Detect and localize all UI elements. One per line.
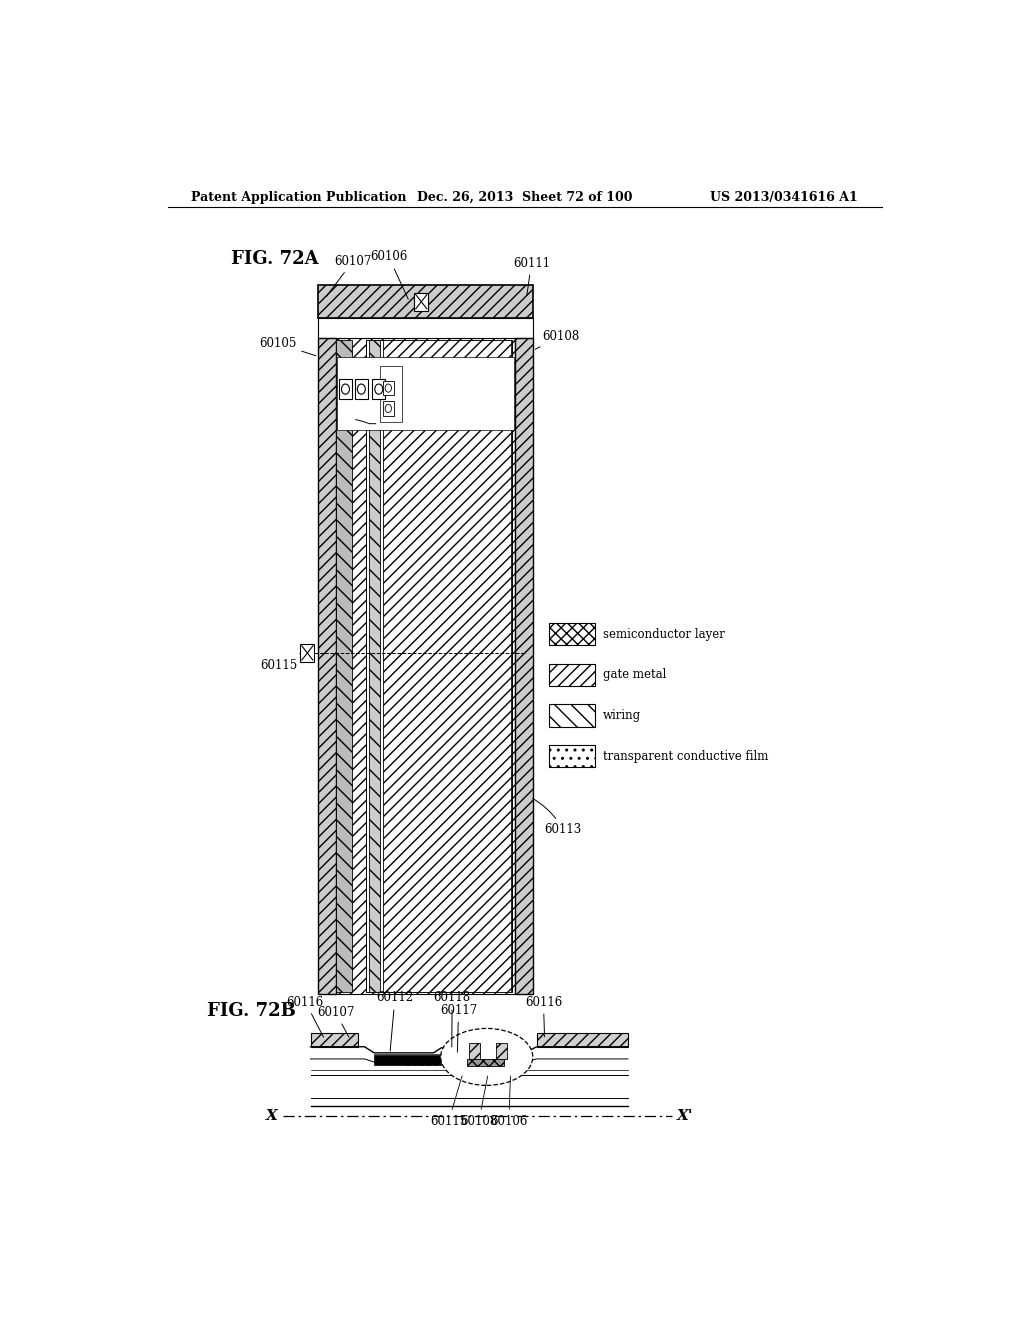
- Text: 60111: 60111: [513, 256, 550, 296]
- Bar: [355, 379, 368, 399]
- Bar: [339, 379, 352, 399]
- Text: 60116: 60116: [287, 995, 324, 1038]
- Bar: [467, 1059, 504, 1067]
- Text: 60113: 60113: [532, 799, 582, 837]
- Circle shape: [385, 404, 391, 413]
- Bar: [318, 338, 336, 994]
- Bar: [549, 744, 595, 767]
- Text: gate metal: gate metal: [602, 668, 666, 681]
- Text: 60116: 60116: [524, 995, 562, 1036]
- Text: X: X: [265, 1109, 278, 1123]
- Text: FIG. 72B: FIG. 72B: [207, 1002, 296, 1020]
- Text: 60107: 60107: [327, 255, 372, 296]
- Bar: [549, 704, 595, 726]
- Bar: [318, 285, 532, 318]
- Bar: [469, 1043, 479, 1059]
- Bar: [497, 1043, 507, 1059]
- Bar: [310, 1032, 358, 1047]
- Bar: [374, 1055, 441, 1065]
- Text: 60105: 60105: [259, 337, 315, 356]
- Bar: [515, 338, 532, 994]
- Text: 60115: 60115: [430, 1076, 467, 1127]
- Text: US 2013/0341616 A1: US 2013/0341616 A1: [711, 191, 858, 203]
- Text: 60112: 60112: [377, 991, 414, 1051]
- Text: 60119: 60119: [403, 1056, 440, 1069]
- Text: 60118: 60118: [433, 991, 471, 1047]
- Bar: [336, 341, 352, 991]
- Text: semiconductor layer: semiconductor layer: [602, 627, 724, 640]
- Bar: [373, 379, 385, 399]
- Circle shape: [385, 384, 391, 392]
- Text: 60106: 60106: [490, 1076, 527, 1127]
- Bar: [337, 356, 514, 430]
- Bar: [414, 293, 428, 312]
- Bar: [537, 1032, 628, 1047]
- Text: X': X': [677, 1109, 693, 1123]
- Ellipse shape: [440, 1028, 532, 1085]
- Text: FIG. 72A: FIG. 72A: [231, 249, 318, 268]
- Bar: [336, 338, 515, 994]
- Text: 60108: 60108: [536, 330, 580, 350]
- Text: 60108: 60108: [460, 1076, 498, 1127]
- Bar: [383, 401, 394, 416]
- Text: 60106: 60106: [370, 251, 409, 300]
- Bar: [549, 623, 595, 645]
- Text: Dec. 26, 2013  Sheet 72 of 100: Dec. 26, 2013 Sheet 72 of 100: [417, 191, 633, 203]
- Bar: [300, 644, 314, 663]
- Bar: [383, 341, 511, 991]
- Text: wiring: wiring: [602, 709, 641, 722]
- Text: 60107: 60107: [316, 1006, 354, 1038]
- Text: 60115: 60115: [260, 659, 298, 672]
- Circle shape: [341, 384, 349, 395]
- Bar: [383, 381, 394, 395]
- Text: Patent Application Publication: Patent Application Publication: [191, 191, 407, 203]
- Circle shape: [357, 384, 366, 395]
- Bar: [549, 664, 595, 686]
- Bar: [367, 341, 512, 991]
- Text: 60117: 60117: [440, 1003, 477, 1052]
- Bar: [318, 318, 532, 338]
- Circle shape: [375, 384, 383, 395]
- Text: transparent conductive film: transparent conductive film: [602, 750, 768, 763]
- Bar: [370, 341, 380, 991]
- Bar: [380, 366, 401, 421]
